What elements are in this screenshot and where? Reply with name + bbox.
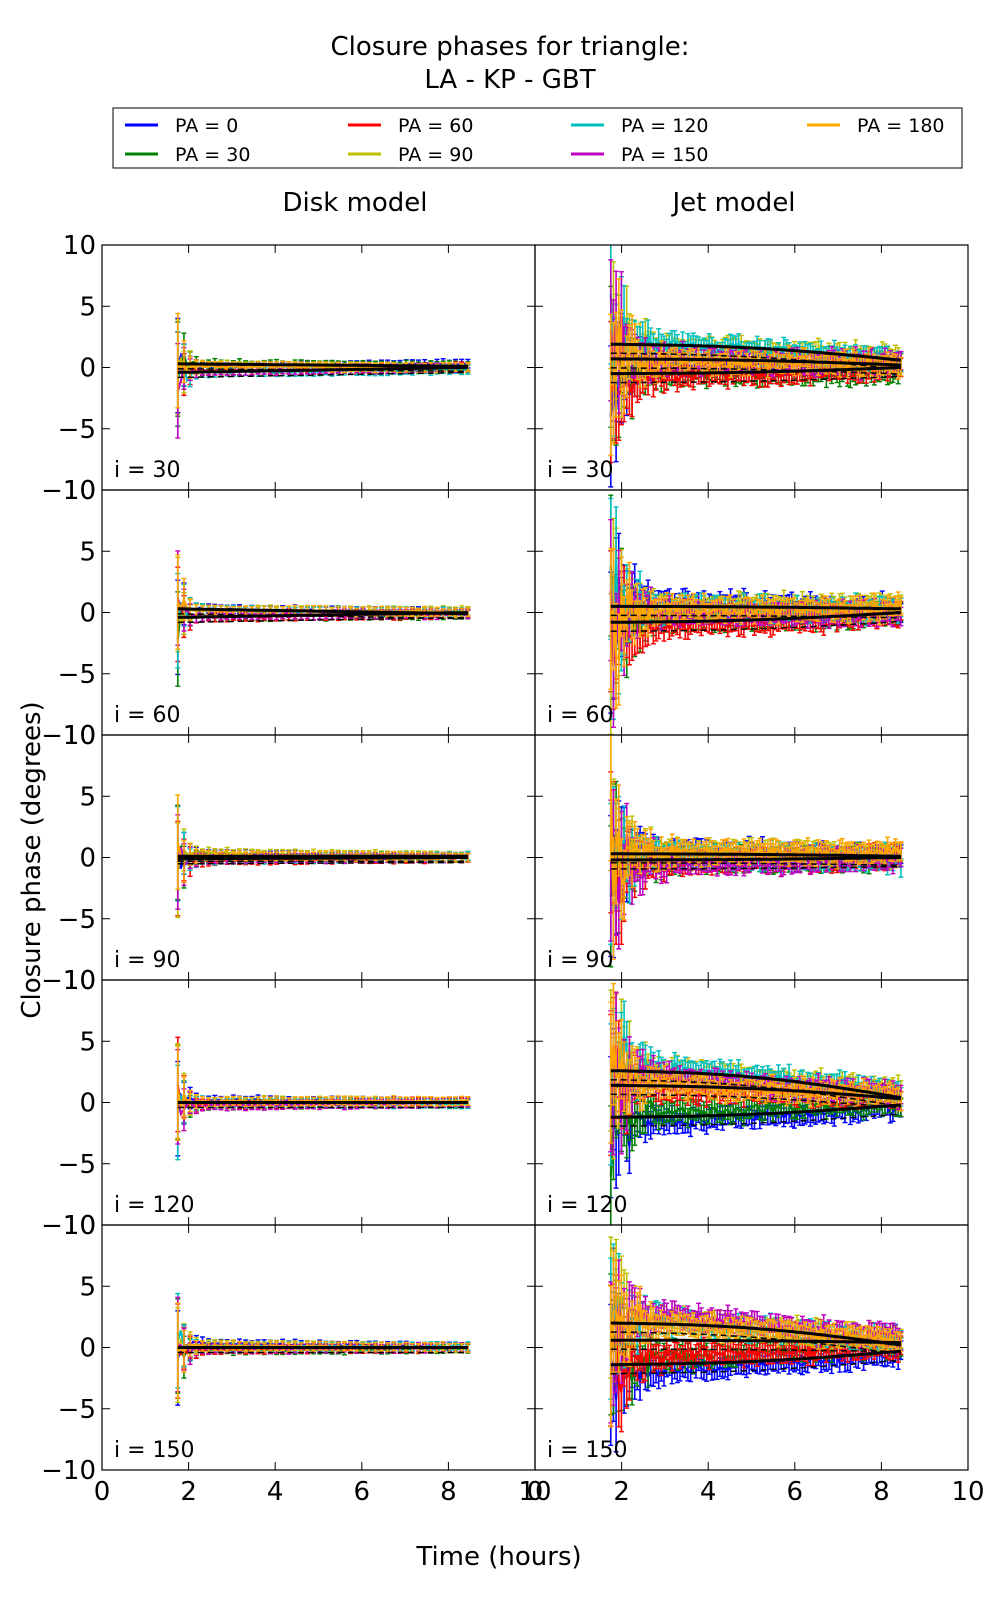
panel-jet-row-1: i = 30 xyxy=(534,244,969,491)
series-pa-60 xyxy=(175,331,471,428)
y-tick-label: 0 xyxy=(79,599,96,629)
legend-label: PA = 30 xyxy=(175,144,250,166)
panel-disk-row-1: i = 30 10 5 0 −5 −10 xyxy=(41,231,536,506)
model-curve xyxy=(177,607,468,616)
y-tick-label: −5 xyxy=(58,660,96,690)
series-pa-90 xyxy=(608,245,904,418)
legend-entry: PA = 120 xyxy=(571,115,709,137)
y-tick-label: −10 xyxy=(41,476,96,506)
series-pa-0 xyxy=(175,579,471,676)
y-tick-label: 10 xyxy=(63,476,96,506)
figure-title-line1: Closure phases for triangle: xyxy=(331,32,690,62)
legend-label: PA = 180 xyxy=(857,115,945,137)
legend-entry: PA = 180 xyxy=(807,115,945,137)
model-curve-dashed xyxy=(177,371,468,379)
series-line xyxy=(610,323,902,386)
plot-area xyxy=(608,494,904,735)
legend-entry: PA = 90 xyxy=(348,144,473,166)
panel-disk-row-2: i = 60 10 5 0 −5 −10 xyxy=(41,476,536,751)
model-curve xyxy=(610,366,901,376)
legend-entry: PA = 150 xyxy=(571,144,709,166)
panel-label: i = 60 xyxy=(114,703,181,728)
col-title-jet: Jet model xyxy=(670,188,795,218)
legend: PA = 0 PA = 30 PA = 60 PA = 90 PA = 120 PA = … xyxy=(112,107,963,169)
plot-area xyxy=(175,550,471,687)
model-curve-dashed xyxy=(610,375,901,384)
model-curve-dashed xyxy=(610,367,901,375)
panel-jet-row-2: i = 60 xyxy=(534,489,969,736)
legend-label: PA = 150 xyxy=(621,144,709,166)
y-tick-label: 10 xyxy=(63,231,96,261)
model-curve xyxy=(610,342,902,362)
series-pa-120 xyxy=(608,245,904,437)
plot-area xyxy=(175,312,471,439)
legend-entry: PA = 60 xyxy=(348,115,473,137)
series-pa-150 xyxy=(175,550,471,646)
model-curve-dashed xyxy=(177,368,468,373)
legend-label: PA = 120 xyxy=(621,115,709,137)
series-pa-150 xyxy=(175,342,471,439)
y-tick-label: 5 xyxy=(79,292,96,322)
legend-label: PA = 0 xyxy=(175,115,238,137)
series-pa-180 xyxy=(175,554,471,650)
model-curve xyxy=(177,362,468,368)
figure-title-line2: LA - KP - GBT xyxy=(424,65,595,95)
y-tick-label: −10 xyxy=(41,721,96,751)
model-curve-dashed xyxy=(177,613,468,620)
legend-entry: PA = 30 xyxy=(125,144,250,166)
y-tick-label: 5 xyxy=(79,537,96,567)
y-tick-label: −5 xyxy=(58,415,96,445)
panel-label: i = 30 xyxy=(547,458,614,483)
plot-area xyxy=(608,245,904,488)
panel-label: i = 30 xyxy=(114,458,181,483)
legend-label: PA = 90 xyxy=(398,144,473,166)
model-curve xyxy=(610,357,901,367)
legend-frame xyxy=(112,107,963,169)
y-tick-label: 0 xyxy=(79,354,96,384)
col-title-disk: Disk model xyxy=(282,188,427,218)
legend-entry: PA = 0 xyxy=(125,115,238,137)
legend-label: PA = 60 xyxy=(398,115,473,137)
series-pa-120 xyxy=(175,330,471,427)
